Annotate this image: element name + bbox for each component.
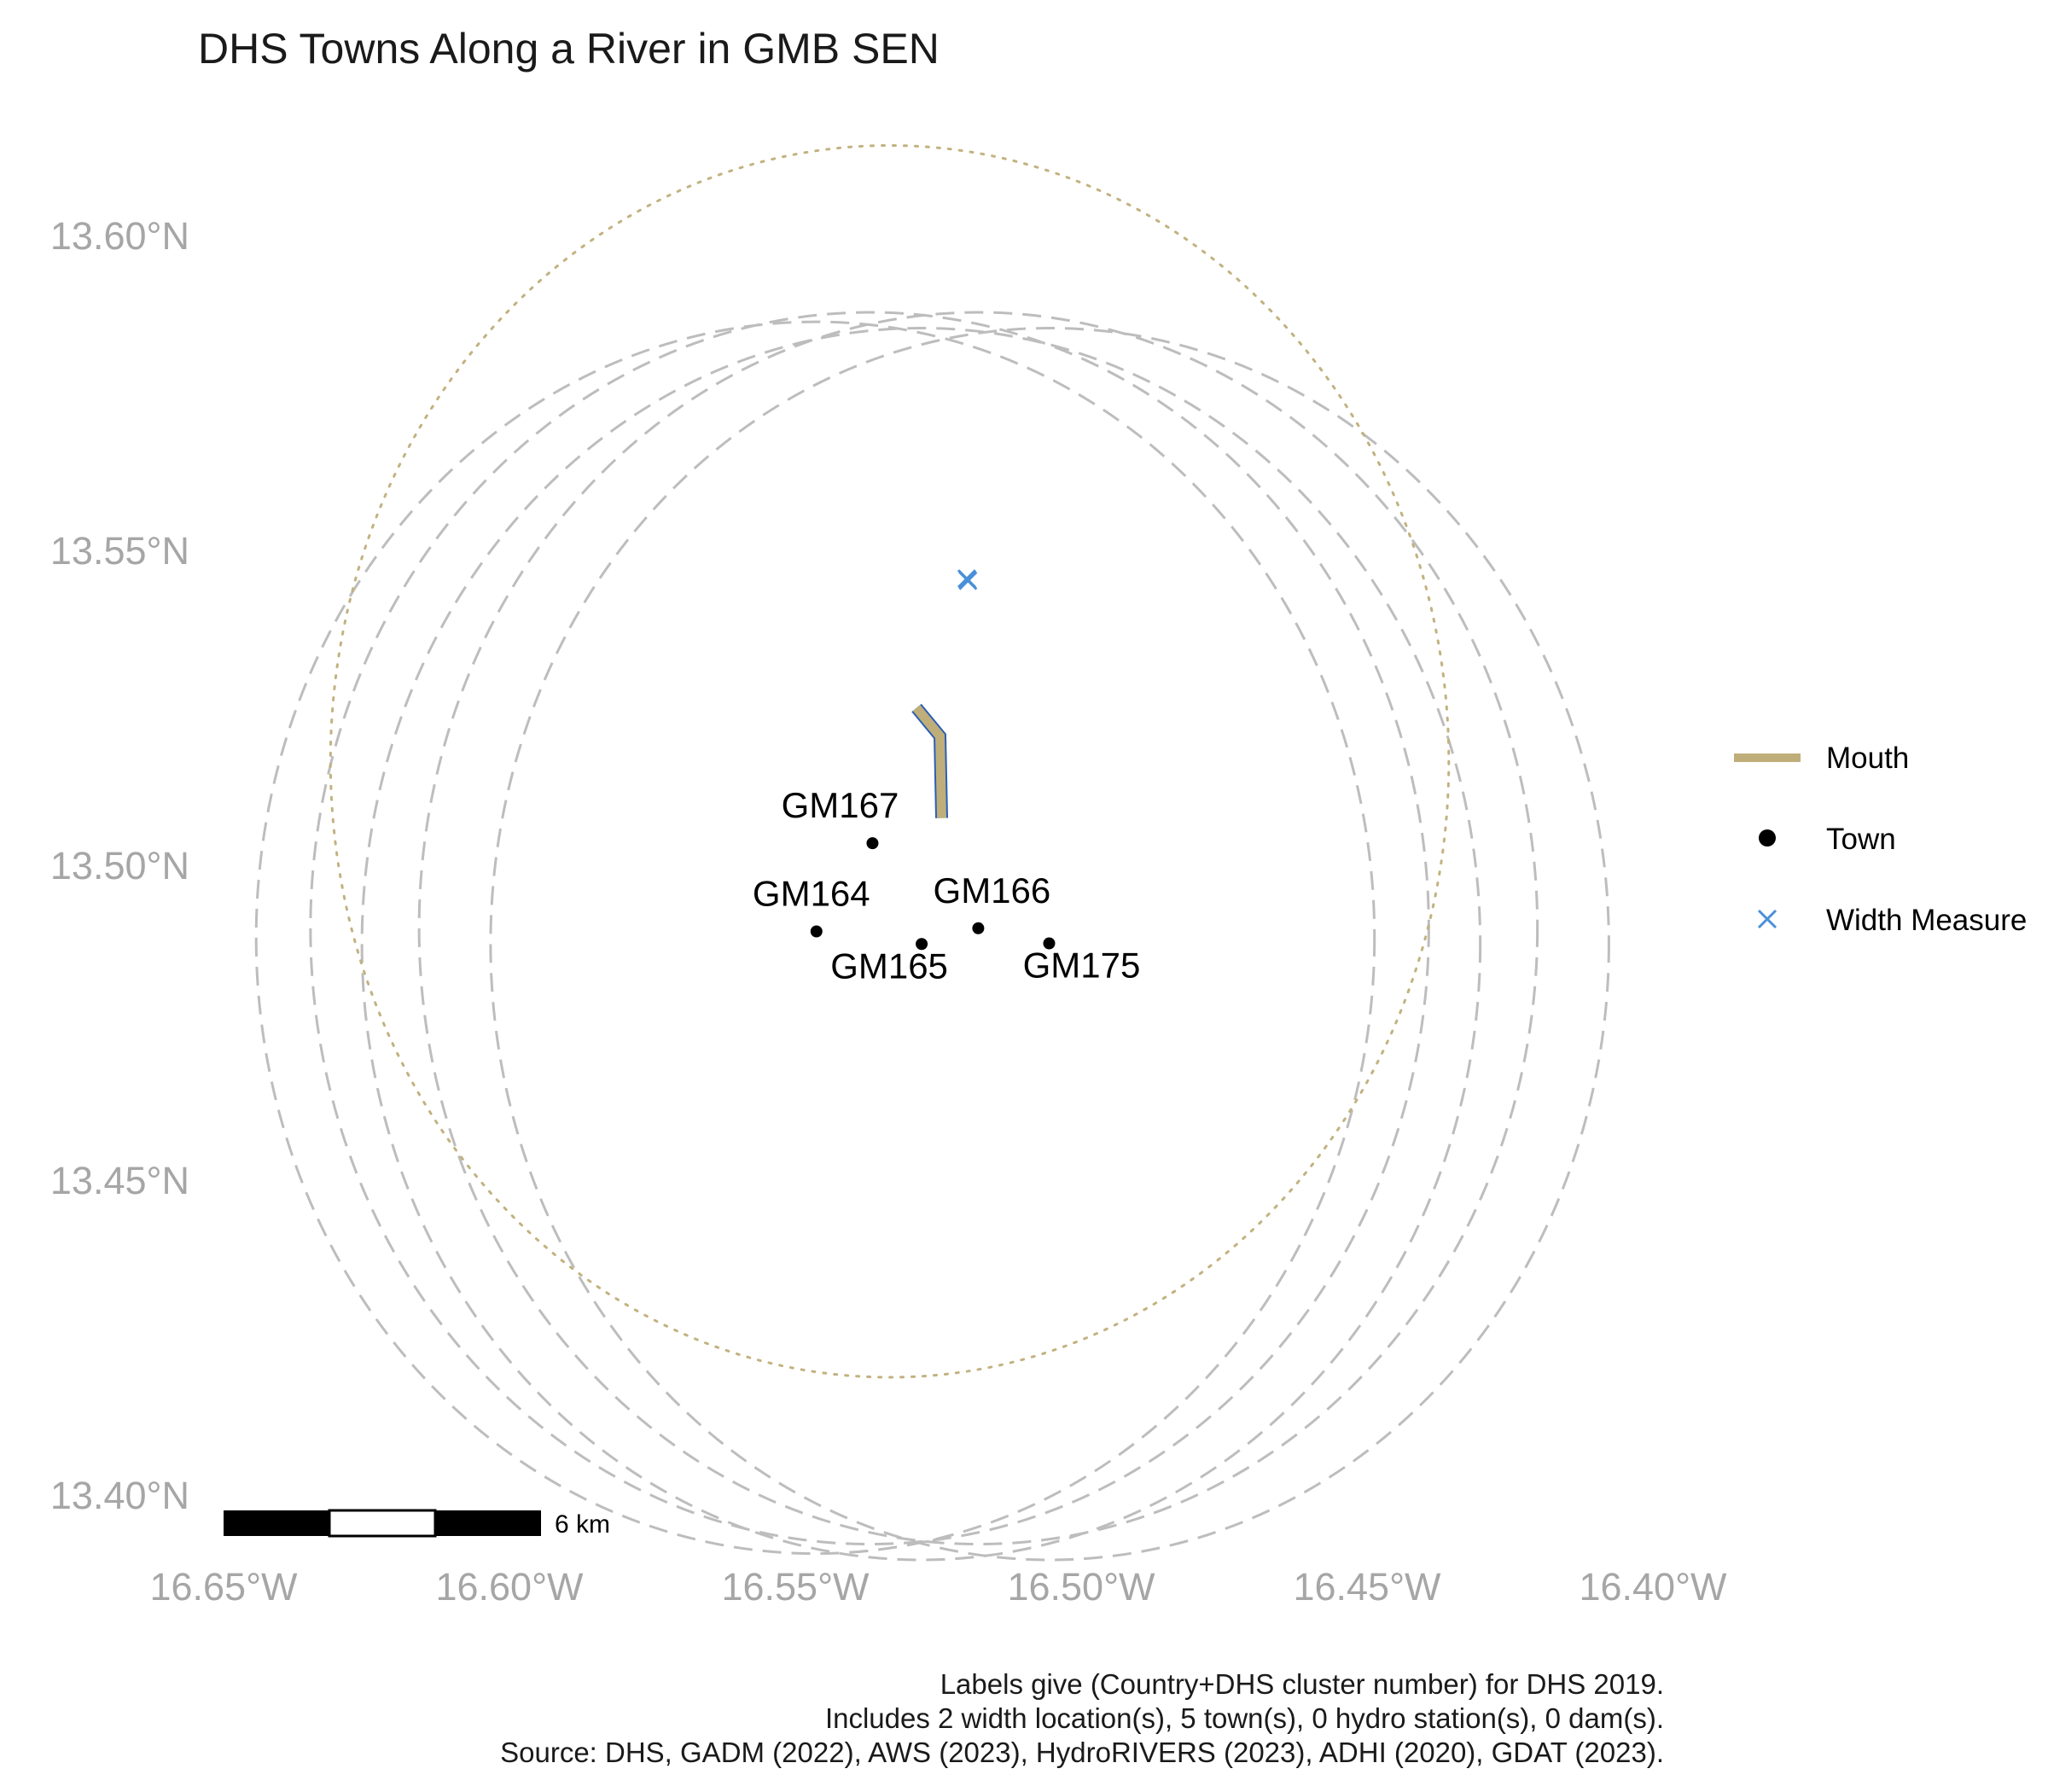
town-label: GM175 — [1023, 945, 1141, 986]
mouth-river-line — [911, 703, 949, 818]
town-markers — [810, 837, 1056, 951]
width-measure-marker — [958, 571, 978, 591]
mouth-buffer-ring — [329, 143, 1451, 1379]
scale-bar-segment — [224, 1510, 329, 1536]
buffer-circle — [360, 326, 1482, 1562]
y-tick-label: 13.55°N — [50, 529, 189, 573]
caption-line: Labels give (Country+DHS cluster number)… — [940, 1668, 1664, 1700]
x-tick-label: 16.50°W — [1007, 1565, 1155, 1609]
legend: Mouth Town Width Measure — [1734, 742, 2027, 937]
town-marker — [916, 938, 928, 951]
mouth-line — [912, 704, 947, 818]
caption: Labels give (Country+DHS cluster number)… — [500, 1668, 1664, 1768]
y-tick-label: 13.40°N — [50, 1474, 189, 1517]
y-tick-label: 13.60°N — [50, 214, 189, 258]
legend-label-mouth: Mouth — [1826, 742, 1909, 775]
x-tick-label: 16.45°W — [1293, 1565, 1441, 1609]
town-labels: GM167 GM164 GM165 GM166 GM175 — [753, 785, 1140, 986]
map-title: DHS Towns Along a River in GMB SEN — [198, 25, 940, 73]
town-label: GM165 — [830, 945, 948, 986]
scale-bar: 6 km — [224, 1509, 610, 1539]
scale-bar-segment — [435, 1510, 541, 1536]
y-axis-labels: 13.60°N 13.55°N 13.50°N 13.45°N 13.40°N — [50, 214, 189, 1517]
buffer-circle — [417, 311, 1539, 1546]
legend-key-width-measure — [1757, 909, 1777, 929]
buffer-circle — [489, 326, 1610, 1562]
x-axis-labels: 16.65°W 16.60°W 16.55°W 16.50°W 16.45°W 16.40… — [149, 1565, 1727, 1609]
legend-label-width-measure: Width Measure — [1826, 904, 2027, 937]
buffer-circle — [309, 311, 1430, 1546]
y-tick-label: 13.45°N — [50, 1159, 189, 1202]
town-marker — [972, 922, 985, 934]
x-tick-label: 16.60°W — [435, 1565, 584, 1609]
caption-line: Includes 2 width location(s), 5 town(s),… — [825, 1702, 1664, 1734]
caption-line: Source: DHS, GADM (2022), AWS (2023), Hy… — [500, 1737, 1664, 1768]
width-measure-markers — [957, 569, 978, 591]
x-tick-label: 16.40°W — [1579, 1565, 1727, 1609]
x-tick-label: 16.55°W — [721, 1565, 870, 1609]
y-tick-label: 13.50°N — [50, 844, 189, 887]
x-tick-label: 16.65°W — [149, 1565, 298, 1609]
town-marker — [1043, 937, 1056, 950]
scale-bar-label: 6 km — [555, 1510, 610, 1539]
legend-key-town — [1759, 829, 1776, 847]
buffer-circles — [254, 311, 1610, 1562]
buffer-circle — [254, 320, 1376, 1556]
legend-label-town: Town — [1826, 823, 1896, 856]
mouth-buffer-circle — [329, 143, 1451, 1379]
scale-bar-segment — [328, 1509, 437, 1538]
town-marker — [866, 837, 879, 850]
town-label: GM164 — [753, 873, 870, 913]
town-marker — [810, 925, 823, 938]
town-label: GM166 — [934, 870, 1051, 911]
town-label: GM167 — [782, 785, 899, 825]
